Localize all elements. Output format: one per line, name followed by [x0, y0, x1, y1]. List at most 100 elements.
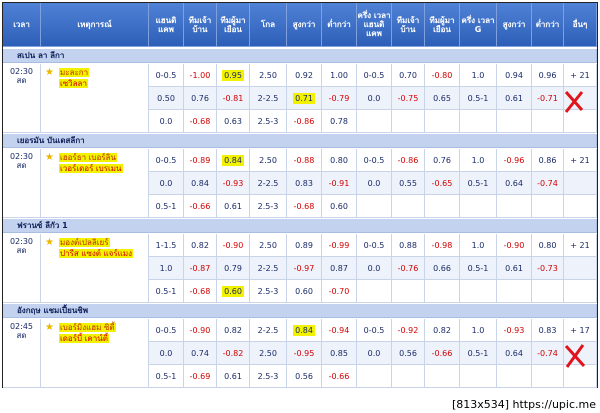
odds-cell: 2.50 — [250, 149, 287, 172]
odds-cell: 0-0.5 — [149, 319, 184, 342]
favorite-star[interactable]: ★ — [45, 237, 54, 248]
text: 0.89 — [295, 240, 313, 250]
more-cell — [564, 195, 597, 218]
text: 0-0.5 — [155, 70, 177, 80]
text: 0-0.5 — [155, 155, 177, 165]
odds-cell — [425, 280, 460, 303]
time-text: 02:45 — [9, 322, 34, 331]
column-header: เวลา — [3, 3, 41, 47]
odds-cell: 0.5-1 — [149, 280, 184, 303]
odds-cell: 2.5-3 — [250, 110, 287, 133]
odds-cell — [460, 110, 497, 133]
odds-cell — [532, 195, 564, 218]
favorite-star[interactable]: ★ — [45, 322, 54, 333]
text: 0.5-1 — [155, 286, 177, 296]
text: 0.88 — [399, 240, 417, 250]
odds-cell: 2.5-3 — [250, 365, 287, 388]
text: 0.0 — [159, 178, 173, 188]
league-row: เยอรมัน บันเดสลีกา — [3, 134, 597, 148]
odds-cell — [497, 195, 532, 218]
odds-cell: 0.83 — [532, 319, 564, 342]
odds-cell: 0.60 — [217, 280, 250, 303]
column-header: อื่นๆ — [564, 3, 597, 47]
odds-cell: -0.93 — [217, 172, 250, 195]
column-header: สูงกว่า — [497, 3, 532, 47]
column-header: ต่ำกว่า — [532, 3, 564, 47]
odds-cell: 0.64 — [497, 172, 532, 195]
odds-cell — [497, 280, 532, 303]
text: -0.90 — [222, 240, 244, 250]
odds-cell — [357, 280, 392, 303]
text: 0.61 — [505, 263, 523, 273]
team-name[interactable]: ปารีส แซงต์ แจร์แมง — [59, 249, 133, 258]
team-name[interactable]: เซวิลลา — [59, 79, 88, 88]
odds-cell: -0.92 — [392, 319, 425, 342]
odds-cell: 1.00 — [322, 64, 357, 87]
text: 2.50 — [259, 70, 277, 80]
time-text: 02:30 — [9, 67, 34, 76]
odds-cell: 0.82 — [184, 234, 217, 257]
text: 2-2.5 — [257, 263, 279, 273]
odds-cell: -0.99 — [322, 234, 357, 257]
odds-cell: 0.96 — [532, 64, 564, 87]
column-header: สูงกว่า — [287, 3, 322, 47]
favorite-star[interactable]: ★ — [45, 67, 54, 78]
odds-cell: 0.64 — [497, 342, 532, 365]
odds-cell — [532, 280, 564, 303]
text: 0.71 — [293, 92, 315, 104]
team-name[interactable]: เดอร์บี้ เคาน์ตี้ — [59, 334, 109, 343]
text: 0.80 — [330, 155, 348, 165]
text: 0.55 — [399, 178, 417, 188]
text: -0.66 — [328, 371, 350, 381]
odds-cell: 0.70 — [392, 64, 425, 87]
league-row: สเปน ลา ลีกา — [3, 49, 597, 63]
event-cell: ★ เฮอร์ธา เบอร์ลินเวอร์เดอร์ เบรเมน — [41, 149, 149, 218]
text: 0.64 — [505, 178, 523, 188]
odds-cell: 0.66 — [425, 257, 460, 280]
text: 0-0.5 — [155, 325, 177, 335]
time-text: สด — [16, 331, 27, 340]
text: -0.86 — [397, 155, 419, 165]
text: อื่นๆ — [572, 20, 588, 29]
text: -0.66 — [189, 201, 211, 211]
odds-cell: 1.0 — [460, 149, 497, 172]
odds-cell: -0.89 — [184, 149, 217, 172]
odds-cell: 2.50 — [250, 234, 287, 257]
text: 0.63 — [224, 116, 242, 126]
odds-cell: 0.63 — [217, 110, 250, 133]
odds-cell: -0.69 — [184, 365, 217, 388]
team-name[interactable]: เวอร์เดอร์ เบรเมน — [59, 164, 123, 173]
league-row: ฟรานซ์ ลีกัว 1 — [3, 219, 597, 233]
text: 0-0.5 — [363, 70, 385, 80]
odds-cell: 0.0 — [357, 342, 392, 365]
odds-cell: 0.5-1 — [149, 195, 184, 218]
text: 0.76 — [433, 155, 451, 165]
odds-cell: 0.89 — [287, 234, 322, 257]
text: ครึ่ง เวลา แฮนดิ แคพ — [357, 11, 391, 38]
text: 0.70 — [399, 70, 417, 80]
text: 0.83 — [538, 325, 557, 335]
text: -1.00 — [189, 70, 211, 80]
odds-cell: -0.90 — [217, 234, 250, 257]
odds-cell: 0.78 — [322, 110, 357, 133]
text: -0.74 — [537, 178, 558, 188]
text: 1-1.5 — [155, 240, 177, 250]
text: แฮนดิ แคพ — [155, 15, 177, 34]
footer: [813x534] https://upic.me — [451, 398, 596, 411]
odds-cell — [532, 365, 564, 388]
team-name[interactable]: มองต์เปลลิเยร์ — [59, 238, 110, 247]
odds-cell: -0.86 — [392, 149, 425, 172]
text: -0.88 — [293, 155, 315, 165]
text: 0.76 — [191, 93, 209, 103]
text: -0.82 — [222, 348, 244, 358]
team-name[interactable]: มะละกา — [59, 68, 90, 77]
odds-cell: -0.91 — [322, 172, 357, 195]
odds-cell: -0.75 — [392, 87, 425, 110]
team-name[interactable]: เบอร์มิงแฮม ซิตี้ — [59, 323, 116, 332]
favorite-star[interactable]: ★ — [45, 152, 54, 163]
text: สูงกว่า — [502, 20, 526, 29]
text: เวลา — [13, 20, 30, 29]
text: เหตุการณ์ — [77, 20, 112, 29]
team-name[interactable]: เฮอร์ธา เบอร์ลิน — [59, 153, 117, 162]
odds-cell — [357, 365, 392, 388]
